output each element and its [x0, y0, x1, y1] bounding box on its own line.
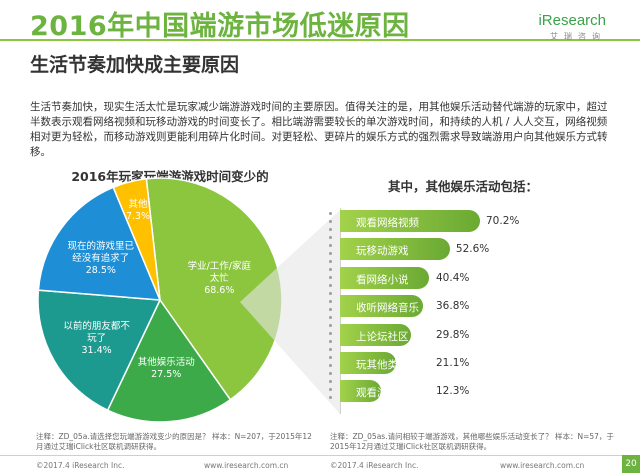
bar — [340, 351, 397, 374]
bar-value-label: 36.8% — [436, 300, 470, 313]
page-title: 2016年中国端游市场低迷原因 — [30, 11, 410, 42]
pie-slice — [145, 177, 283, 401]
pie-slice-name: 以前的朋友都不玩了 — [63, 320, 130, 344]
footer-url-left: www.iresearch.com.cn — [204, 461, 289, 470]
note-left: 注释：ZD_05a.请选择您玩端游游戏变少的原因是？ 样本：N=207，于201… — [36, 432, 312, 451]
bar-value-label: 40.4% — [436, 271, 470, 284]
bar-category-label: 玩移动游戏 — [356, 245, 409, 258]
pie-slice-label: 其他 7.3% — [103, 199, 173, 223]
footer-copyright-left: ©2017.4 iResearch Inc. — [36, 461, 125, 470]
pie-slice-value: 31.4% — [81, 344, 112, 356]
bar-category-label: 收听网络音乐 — [356, 302, 419, 315]
pie-slice — [112, 177, 161, 301]
pie-slice-name: 现在的游戏里已经没有追求了 — [67, 240, 135, 264]
footer-url-right: www.iresearch.com.cn — [500, 461, 585, 470]
bar-category-label: 上论坛社区 — [356, 330, 409, 343]
bar-value-label: 12.3% — [436, 385, 470, 398]
bar-value-label: 70.2% — [486, 215, 520, 227]
pie-slice-label: 其他娱乐活动 27.5% — [131, 357, 201, 381]
bar-value-label: 21.1% — [436, 356, 470, 369]
logo-text: iResearch — [538, 12, 606, 29]
page-subtitle: 生活节奏加快成主要原因 — [30, 54, 240, 76]
note-right: 注释：ZD_05as.请问相较于端游游戏，其他哪些娱乐活动变长了？ 样本：N=5… — [330, 432, 614, 451]
iresearch-logo: iResearch 艾瑞咨询 — [538, 12, 606, 42]
pie-slice-label: 现在的游戏里已经没有追求了 28.5% — [66, 241, 136, 277]
footer-divider — [0, 455, 640, 456]
pie-slice-value: 28.5% — [85, 264, 116, 276]
description-text: 生活节奏加快，现实生活太忙是玩家减少端游游戏时间的主要原因。值得关注的是，用其他… — [30, 101, 608, 158]
bar-value-label: 52.6% — [455, 243, 490, 256]
logo-subtext: 艾瑞咨询 — [550, 32, 606, 41]
pie-slice — [106, 298, 232, 423]
bar — [340, 210, 480, 232]
pie-slice-name: 学业/工作/家庭太忙 — [187, 261, 251, 285]
bar — [340, 266, 430, 289]
bar-category-label: 玩其他类型游戏 — [356, 358, 430, 371]
footer-copyright-right: ©2017.4 iResearch Inc. — [330, 461, 419, 470]
pie-slice-value: 27.5% — [151, 368, 182, 380]
pie-slice — [37, 186, 162, 301]
bar-chart-title: 其中，其他娱乐活动包括： — [388, 179, 539, 194]
pie-slice-name: 其他 — [128, 198, 148, 210]
bar — [340, 380, 382, 403]
bar-value-label: 29.8% — [436, 328, 470, 341]
bar — [340, 295, 423, 318]
page-number: 20 — [622, 455, 640, 473]
bar-category-label: 看网络小说 — [356, 273, 409, 286]
pie-slice-label: 学业/工作/家庭太忙 68.6% — [184, 261, 254, 297]
bar — [340, 238, 450, 261]
pie-slice-value: 68.6% — [204, 285, 235, 297]
bar-category-label: 观看游戏直播 — [356, 387, 419, 400]
pie-slice-name: 其他娱乐活动 — [137, 356, 195, 368]
header-divider — [0, 39, 640, 41]
pie-slice — [37, 289, 162, 412]
bar — [340, 323, 411, 346]
pie-slice-value: 7.3% — [125, 210, 151, 222]
bar-dots — [329, 212, 333, 412]
pie-slice-label: 以前的朋友都不玩了 31.4% — [62, 321, 132, 357]
bar-category-label: 观看网络视频 — [356, 217, 419, 229]
